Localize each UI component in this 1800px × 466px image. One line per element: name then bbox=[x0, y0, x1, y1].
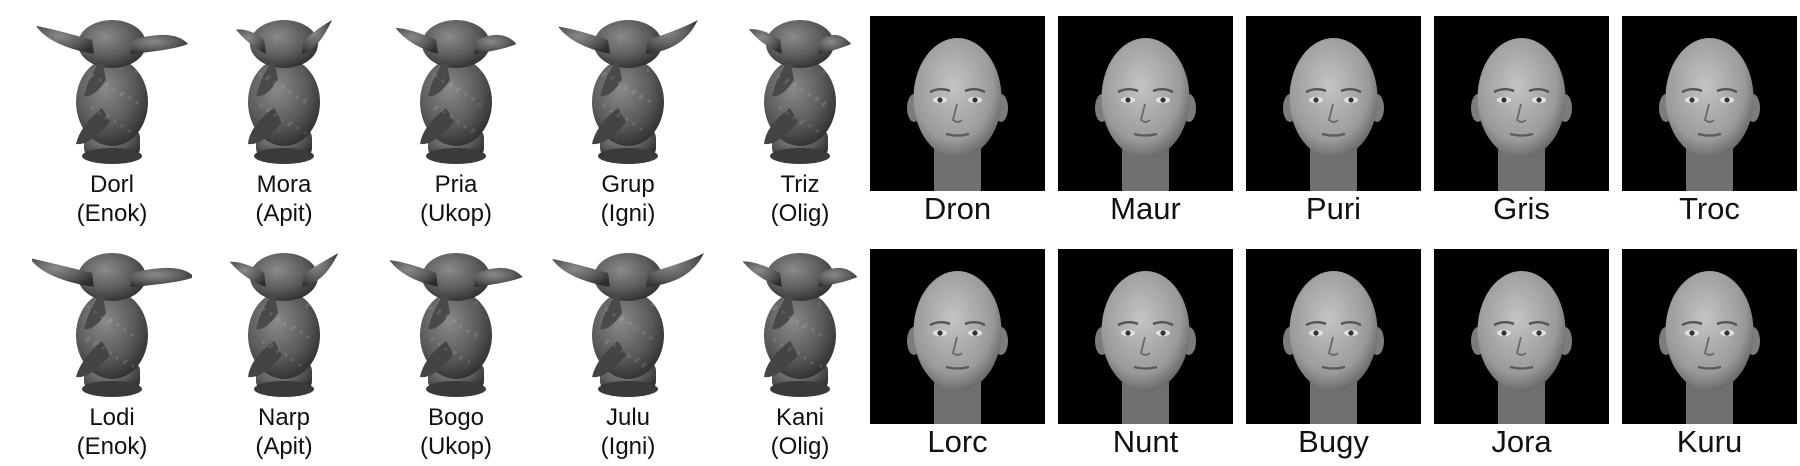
greeble-family: (Ukop) bbox=[419, 433, 492, 460]
face-name: Bugy bbox=[1298, 424, 1369, 459]
face-name: Nunt bbox=[1112, 424, 1179, 459]
greeble-family: (Enok) bbox=[76, 200, 148, 227]
greeble-image bbox=[235, 20, 333, 164]
greeble-family: (Igni) bbox=[600, 433, 656, 460]
face-image bbox=[870, 16, 1045, 191]
greeble-family: (Apit) bbox=[255, 200, 313, 227]
greeble-family: (Apit) bbox=[255, 433, 313, 460]
face-name: Kuru bbox=[1676, 424, 1743, 459]
greeble-cell: Dorl (Enok) bbox=[26, 0, 198, 233]
greeble-name: Mora bbox=[256, 171, 312, 198]
greeble-image bbox=[748, 20, 852, 164]
face-name: Lorc bbox=[927, 424, 988, 459]
face-image bbox=[1058, 16, 1233, 191]
greeble-image bbox=[32, 253, 192, 397]
face-cell: Maur bbox=[1058, 0, 1233, 233]
face-image bbox=[1622, 249, 1797, 424]
face-name: Gris bbox=[1493, 191, 1550, 226]
faces-panel: Dron Maur Puri Gris Troc Lorc Nunt Bugy Jora Kuru bbox=[860, 0, 1800, 466]
greeble-image bbox=[229, 253, 339, 397]
greeble-cell: Narp (Apit) bbox=[198, 233, 370, 466]
face-name: Dron bbox=[923, 191, 992, 226]
greeble-cell: Lodi (Enok) bbox=[26, 233, 198, 466]
greeble-image bbox=[395, 20, 517, 164]
greeble-name: Julu bbox=[605, 404, 651, 431]
greeble-family: (Igni) bbox=[600, 200, 656, 227]
greebles-panel: Dorl (Enok) Mora (Apit) Pria (Ukop) Grup (Igni)… bbox=[0, 0, 860, 466]
face-name: Troc bbox=[1679, 191, 1740, 226]
greeble-name: Dorl bbox=[89, 171, 134, 198]
face-cell: Troc bbox=[1622, 0, 1797, 233]
face-cell: Jora bbox=[1434, 233, 1609, 466]
greeble-family: (Olig) bbox=[770, 200, 830, 227]
greeble-image bbox=[558, 20, 698, 164]
face-cell: Nunt bbox=[1058, 233, 1233, 466]
face-image bbox=[1246, 16, 1421, 191]
greeble-family: (Olig) bbox=[770, 433, 830, 460]
face-cell: Kuru bbox=[1622, 233, 1797, 466]
greeble-name: Lodi bbox=[89, 404, 135, 431]
greeble-cell: Bogo (Ukop) bbox=[370, 233, 542, 466]
greeble-cell: Grup (Igni) bbox=[542, 0, 714, 233]
greeble-cell: Pria (Ukop) bbox=[370, 0, 542, 233]
face-image bbox=[1622, 16, 1797, 191]
greeble-cell: Triz (Olig) bbox=[714, 0, 886, 233]
greeble-name: Bogo bbox=[427, 404, 485, 431]
face-image bbox=[1434, 16, 1609, 191]
face-image bbox=[870, 249, 1045, 424]
greeble-cell: Mora (Apit) bbox=[198, 0, 370, 233]
greeble-name: Grup bbox=[601, 171, 655, 198]
greeble-name: Pria bbox=[434, 171, 478, 198]
face-cell: Lorc bbox=[870, 233, 1045, 466]
face-cell: Dron bbox=[870, 0, 1045, 233]
face-image bbox=[1058, 249, 1233, 424]
face-image bbox=[1246, 249, 1421, 424]
greeble-name: Kani bbox=[775, 404, 825, 431]
face-name: Jora bbox=[1491, 424, 1552, 459]
face-cell: Puri bbox=[1246, 0, 1421, 233]
face-cell: Bugy bbox=[1246, 233, 1421, 466]
face-image bbox=[1434, 249, 1609, 424]
greeble-image bbox=[742, 253, 858, 397]
face-name: Puri bbox=[1305, 191, 1362, 226]
greeble-name: Narp bbox=[257, 404, 311, 431]
greeble-cell: Kani (Olig) bbox=[714, 233, 886, 466]
greeble-name: Triz bbox=[780, 171, 820, 198]
face-name: Maur bbox=[1110, 191, 1181, 226]
greeble-family: (Enok) bbox=[76, 433, 148, 460]
face-cell: Gris bbox=[1434, 0, 1609, 233]
greeble-image bbox=[552, 253, 704, 397]
greeble-image bbox=[389, 253, 523, 397]
greeble-image bbox=[36, 20, 188, 164]
greeble-family: (Ukop) bbox=[419, 200, 492, 227]
greeble-cell: Julu (Igni) bbox=[542, 233, 714, 466]
